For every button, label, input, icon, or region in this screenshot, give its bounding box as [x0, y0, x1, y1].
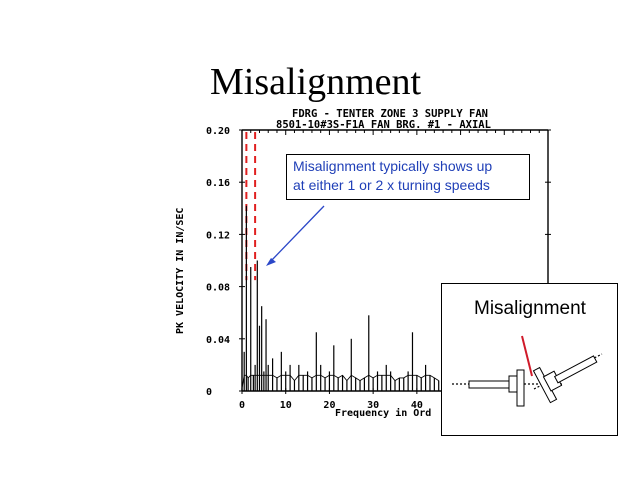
tick-marks: 0 0.04 0.08 0.12 0.16 0.20 0 10 20 30 40 [206, 126, 551, 411]
spectrum-series [241, 205, 440, 391]
callout-box: Misalignment typically shows up at eithe… [286, 154, 530, 200]
inset-title: Misalignment [474, 298, 586, 319]
right-shaft [553, 355, 598, 384]
inset-pointer [521, 335, 533, 377]
chart-title-line2: 8501-10#3S-F1A FAN BRG. #1 - AXIAL [276, 119, 491, 131]
y-tick-label: 0 [206, 387, 212, 398]
right-shaft-assembly [532, 355, 598, 404]
y-axis-label: PK VELOCITY IN IN/SEC [175, 208, 186, 334]
chart-title-line1: FDRG - TENTER ZONE 3 SUPPLY FAN [292, 108, 488, 120]
misalignment-inset: Misalignment [441, 283, 618, 436]
y-tick-label: 0.16 [206, 178, 230, 189]
y-tick-label: 0.08 [206, 283, 230, 294]
spectrum-floor [241, 374, 439, 389]
harmonic-marker-lines [245, 132, 257, 281]
x-tick-label: 10 [280, 400, 292, 411]
y-axis-label-group: PK VELOCITY IN IN/SEC [175, 208, 186, 334]
y-tick-label: 0.12 [206, 230, 230, 241]
left-shaft [468, 380, 516, 389]
left-coupling-hub [516, 369, 525, 407]
x-tick-label: 0 [239, 400, 245, 411]
y-tick-label: 0.20 [206, 126, 230, 137]
y-tick-label: 0.04 [206, 335, 230, 346]
callout-arrow-head [266, 258, 276, 266]
x-tick-label: 20 [323, 400, 335, 411]
callout-line1: Misalignment typically shows up [293, 158, 493, 174]
callout-arrow-line [269, 205, 325, 263]
x-tick-label: 30 [367, 400, 379, 411]
x-axis-label: Frequency in Ord [335, 407, 431, 419]
shaft-diagram [452, 335, 603, 407]
callout-line2: at either 1 or 2 x turning speeds [293, 177, 490, 193]
slide-title: Misalignment [210, 61, 422, 103]
x-tick-label: 40 [411, 400, 423, 411]
